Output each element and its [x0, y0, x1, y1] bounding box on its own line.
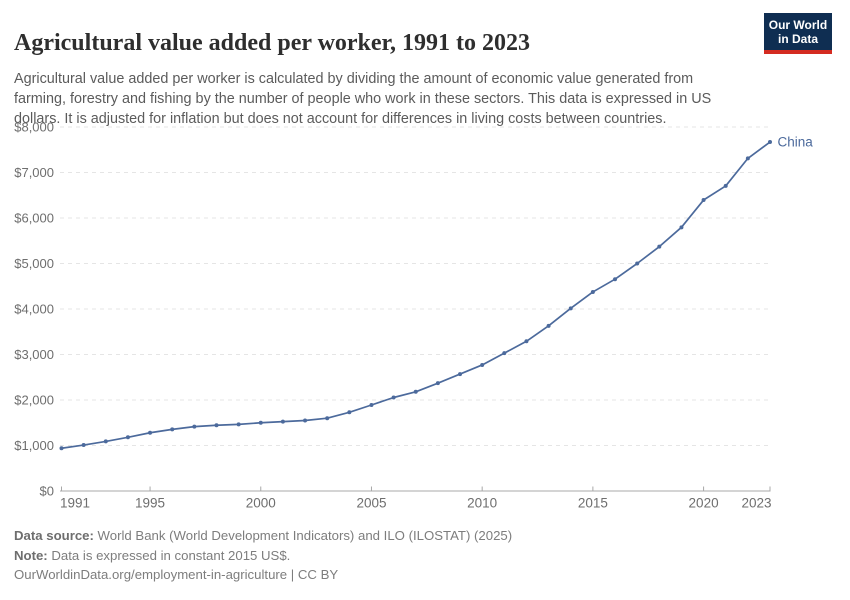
data-point[interactable] [546, 323, 551, 328]
data-point[interactable] [568, 306, 573, 311]
y-axis-tick-label: $8,000 [14, 120, 54, 135]
x-axis-tick-label: 2010 [467, 496, 497, 511]
data-point[interactable] [347, 410, 352, 415]
data-point[interactable] [701, 198, 706, 203]
y-axis-tick-label: $6,000 [14, 211, 54, 226]
data-source-text: World Bank (World Development Indicators… [93, 528, 513, 543]
y-axis-tick-label: $0 [40, 484, 54, 499]
data-point[interactable] [192, 424, 197, 429]
data-point[interactable] [745, 156, 750, 161]
x-axis-tick-label: 2020 [689, 496, 719, 511]
y-axis-tick-label: $4,000 [14, 302, 54, 317]
chart-svg: $0 $1,000 $2,000 $3,000 $4,000 $5,000 $6,000 $7… [14, 120, 814, 511]
note-line: Note: Data is expressed in constant 2015… [14, 546, 814, 566]
data-point[interactable] [590, 289, 595, 294]
data-point[interactable] [303, 418, 308, 423]
data-point[interactable] [435, 381, 440, 386]
y-axis-tick-label: $3,000 [14, 347, 54, 362]
data-point[interactable] [59, 446, 64, 451]
data-point[interactable] [413, 389, 418, 394]
data-point[interactable] [103, 439, 108, 444]
x-axis-tick-label: 2000 [246, 496, 276, 511]
y-axis-tick-label: $1,000 [14, 438, 54, 453]
owid-logo-text-line1: Our World [768, 18, 828, 32]
data-point[interactable] [524, 339, 529, 344]
data-point[interactable] [170, 427, 175, 432]
data-source-label: Data source: [14, 528, 94, 543]
data-point[interactable] [657, 244, 662, 249]
x-axis-tick-label: 1995 [135, 496, 165, 511]
chart-subtitle: Agricultural value added per worker is c… [14, 71, 712, 128]
chart-footer: Data source: World Bank (World Developme… [14, 526, 814, 585]
y-axis-tick-label: $2,000 [14, 393, 54, 408]
owid-url-license: OurWorldinData.org/employment-in-agricul… [14, 567, 339, 582]
data-point[interactable] [325, 416, 330, 421]
series-label[interactable]: China [778, 135, 814, 150]
y-axis-tick-label: $7,000 [14, 165, 54, 180]
x-axis-tick-label: 2023 [741, 496, 771, 511]
data-point[interactable] [236, 422, 241, 427]
page-title: Agricultural value added per worker, 199… [14, 30, 530, 57]
note-text: Data is expressed in constant 2015 US$. [47, 547, 291, 563]
data-point[interactable] [214, 423, 219, 428]
data-point[interactable] [613, 277, 618, 282]
data-point[interactable] [258, 420, 263, 425]
line-series-china[interactable] [60, 141, 771, 450]
x-axis-tick-label: 1991 [60, 496, 90, 511]
x-axis-tick-label: 2015 [578, 496, 608, 511]
data-point[interactable] [723, 183, 728, 188]
data-point[interactable] [768, 140, 772, 145]
data-point[interactable] [679, 225, 684, 230]
owid-logo-text-line2: in Data [777, 32, 818, 46]
data-source-line: Data source: World Bank (World Developme… [14, 526, 814, 546]
y-axis-tick-label: $5,000 [14, 256, 54, 271]
data-point[interactable] [502, 351, 507, 356]
owid-logo: Our World in Data [764, 13, 832, 54]
data-point[interactable] [369, 403, 374, 408]
data-point[interactable] [391, 395, 396, 400]
data-point[interactable] [81, 443, 86, 448]
data-point[interactable] [458, 372, 463, 377]
data-point[interactable] [480, 362, 485, 367]
data-point[interactable] [125, 435, 130, 440]
data-point[interactable] [635, 261, 640, 266]
x-axis-tick-label: 2005 [356, 496, 386, 511]
data-point[interactable] [280, 419, 285, 424]
note-label: Note: [14, 547, 48, 563]
data-point[interactable] [148, 430, 153, 435]
